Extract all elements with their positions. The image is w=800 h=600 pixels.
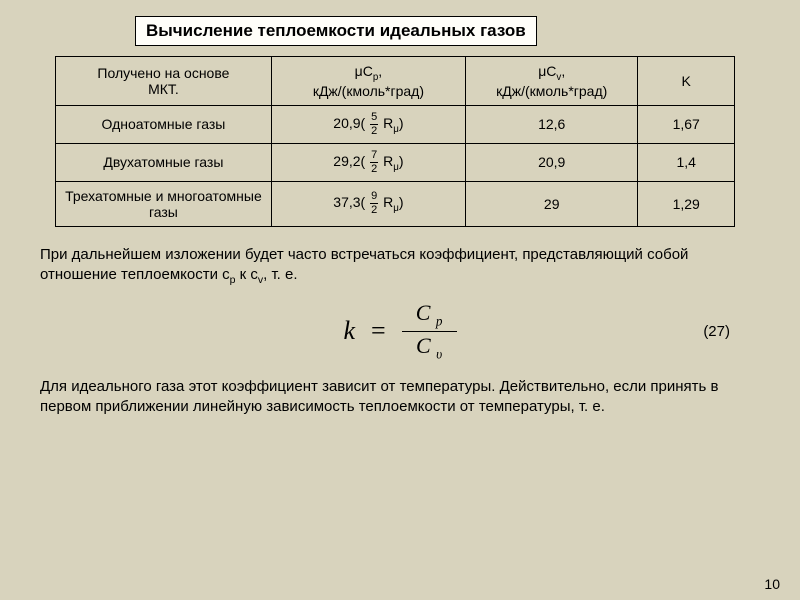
eq-den-sub: υ	[436, 346, 442, 361]
cp-tail: )	[399, 153, 404, 169]
cell-cp: 20,9( 52 Rμ)	[271, 105, 465, 143]
th-cp-tail: ,	[378, 63, 382, 79]
eq-den-base: C	[416, 333, 431, 358]
cp-prefix: 37,3(	[333, 195, 369, 211]
eq-num-base: C	[416, 300, 431, 325]
page-title: Вычисление теплоемкости идеальных газов	[135, 16, 537, 46]
paragraph-1: При дальнейшем изложении будет часто вст…	[40, 245, 760, 287]
cell-gas-type: Трехатомные и многоатомные газы	[56, 181, 272, 226]
cell-k: 1,29	[638, 181, 735, 226]
th-cv-sym: μC	[538, 63, 556, 79]
th-cv-unit: кДж/(кмоль*град)	[496, 83, 607, 99]
cell-gas-type: Одноатомные газы	[56, 105, 272, 143]
th-cv: μCv, кДж/(кмоль*град)	[465, 57, 637, 106]
cell-k: 1,67	[638, 105, 735, 143]
eq-equals: =	[371, 316, 386, 346]
cell-cv: 29	[465, 181, 637, 226]
page-number: 10	[764, 576, 780, 592]
cell-cp: 29,2( 72 Rμ)	[271, 143, 465, 181]
th-cp-unit: кДж/(кмоль*град)	[313, 83, 424, 99]
eq-fraction: C p C υ	[402, 301, 457, 361]
fraction-icon: 52	[370, 112, 378, 137]
paragraph-2: Для идеального газа этот коэффициент зав…	[40, 377, 760, 418]
th-basis-line1: Получено на основе	[97, 65, 229, 81]
p1-b: к c	[235, 266, 257, 283]
th-basis-line2: МКТ.	[148, 81, 179, 97]
cp-r: R	[379, 153, 393, 169]
p1-a: При дальнейшем изложении будет часто вст…	[40, 246, 688, 283]
cell-cv: 12,6	[465, 105, 637, 143]
table-row: Одноатомные газы 20,9( 52 Rμ) 12,6 1,67	[56, 105, 735, 143]
heat-capacity-table: Получено на основе МКТ. μCp, кДж/(кмоль*…	[55, 56, 735, 227]
eq-lhs: k	[344, 316, 356, 346]
fraction-icon: 72	[370, 150, 378, 175]
equation-27: k = C p C υ (27)	[40, 301, 760, 361]
th-cv-tail: ,	[561, 63, 565, 79]
p1-c: , т. е.	[263, 266, 297, 283]
cell-gas-type: Двухатомные газы	[56, 143, 272, 181]
th-k: K	[638, 57, 735, 106]
cell-cv: 20,9	[465, 143, 637, 181]
cp-tail: )	[399, 115, 404, 131]
th-basis: Получено на основе МКТ.	[56, 57, 272, 106]
cell-k: 1,4	[638, 143, 735, 181]
cp-r: R	[379, 115, 393, 131]
cell-cp: 37,3( 92 Rμ)	[271, 181, 465, 226]
fraction-icon: 92	[370, 191, 378, 216]
cp-prefix: 29,2(	[333, 153, 369, 169]
equation-number: (27)	[703, 323, 730, 340]
cp-r: R	[379, 195, 393, 211]
th-cp-sym: μC	[355, 63, 373, 79]
table-row: Двухатомные газы 29,2( 72 Rμ) 20,9 1,4	[56, 143, 735, 181]
table-header-row: Получено на основе МКТ. μCp, кДж/(кмоль*…	[56, 57, 735, 106]
table-row: Трехатомные и многоатомные газы 37,3( 92…	[56, 181, 735, 226]
cp-prefix: 20,9(	[333, 115, 369, 131]
cp-tail: )	[399, 195, 404, 211]
th-cp: μCp, кДж/(кмоль*град)	[271, 57, 465, 106]
eq-num-sub: p	[436, 314, 443, 329]
